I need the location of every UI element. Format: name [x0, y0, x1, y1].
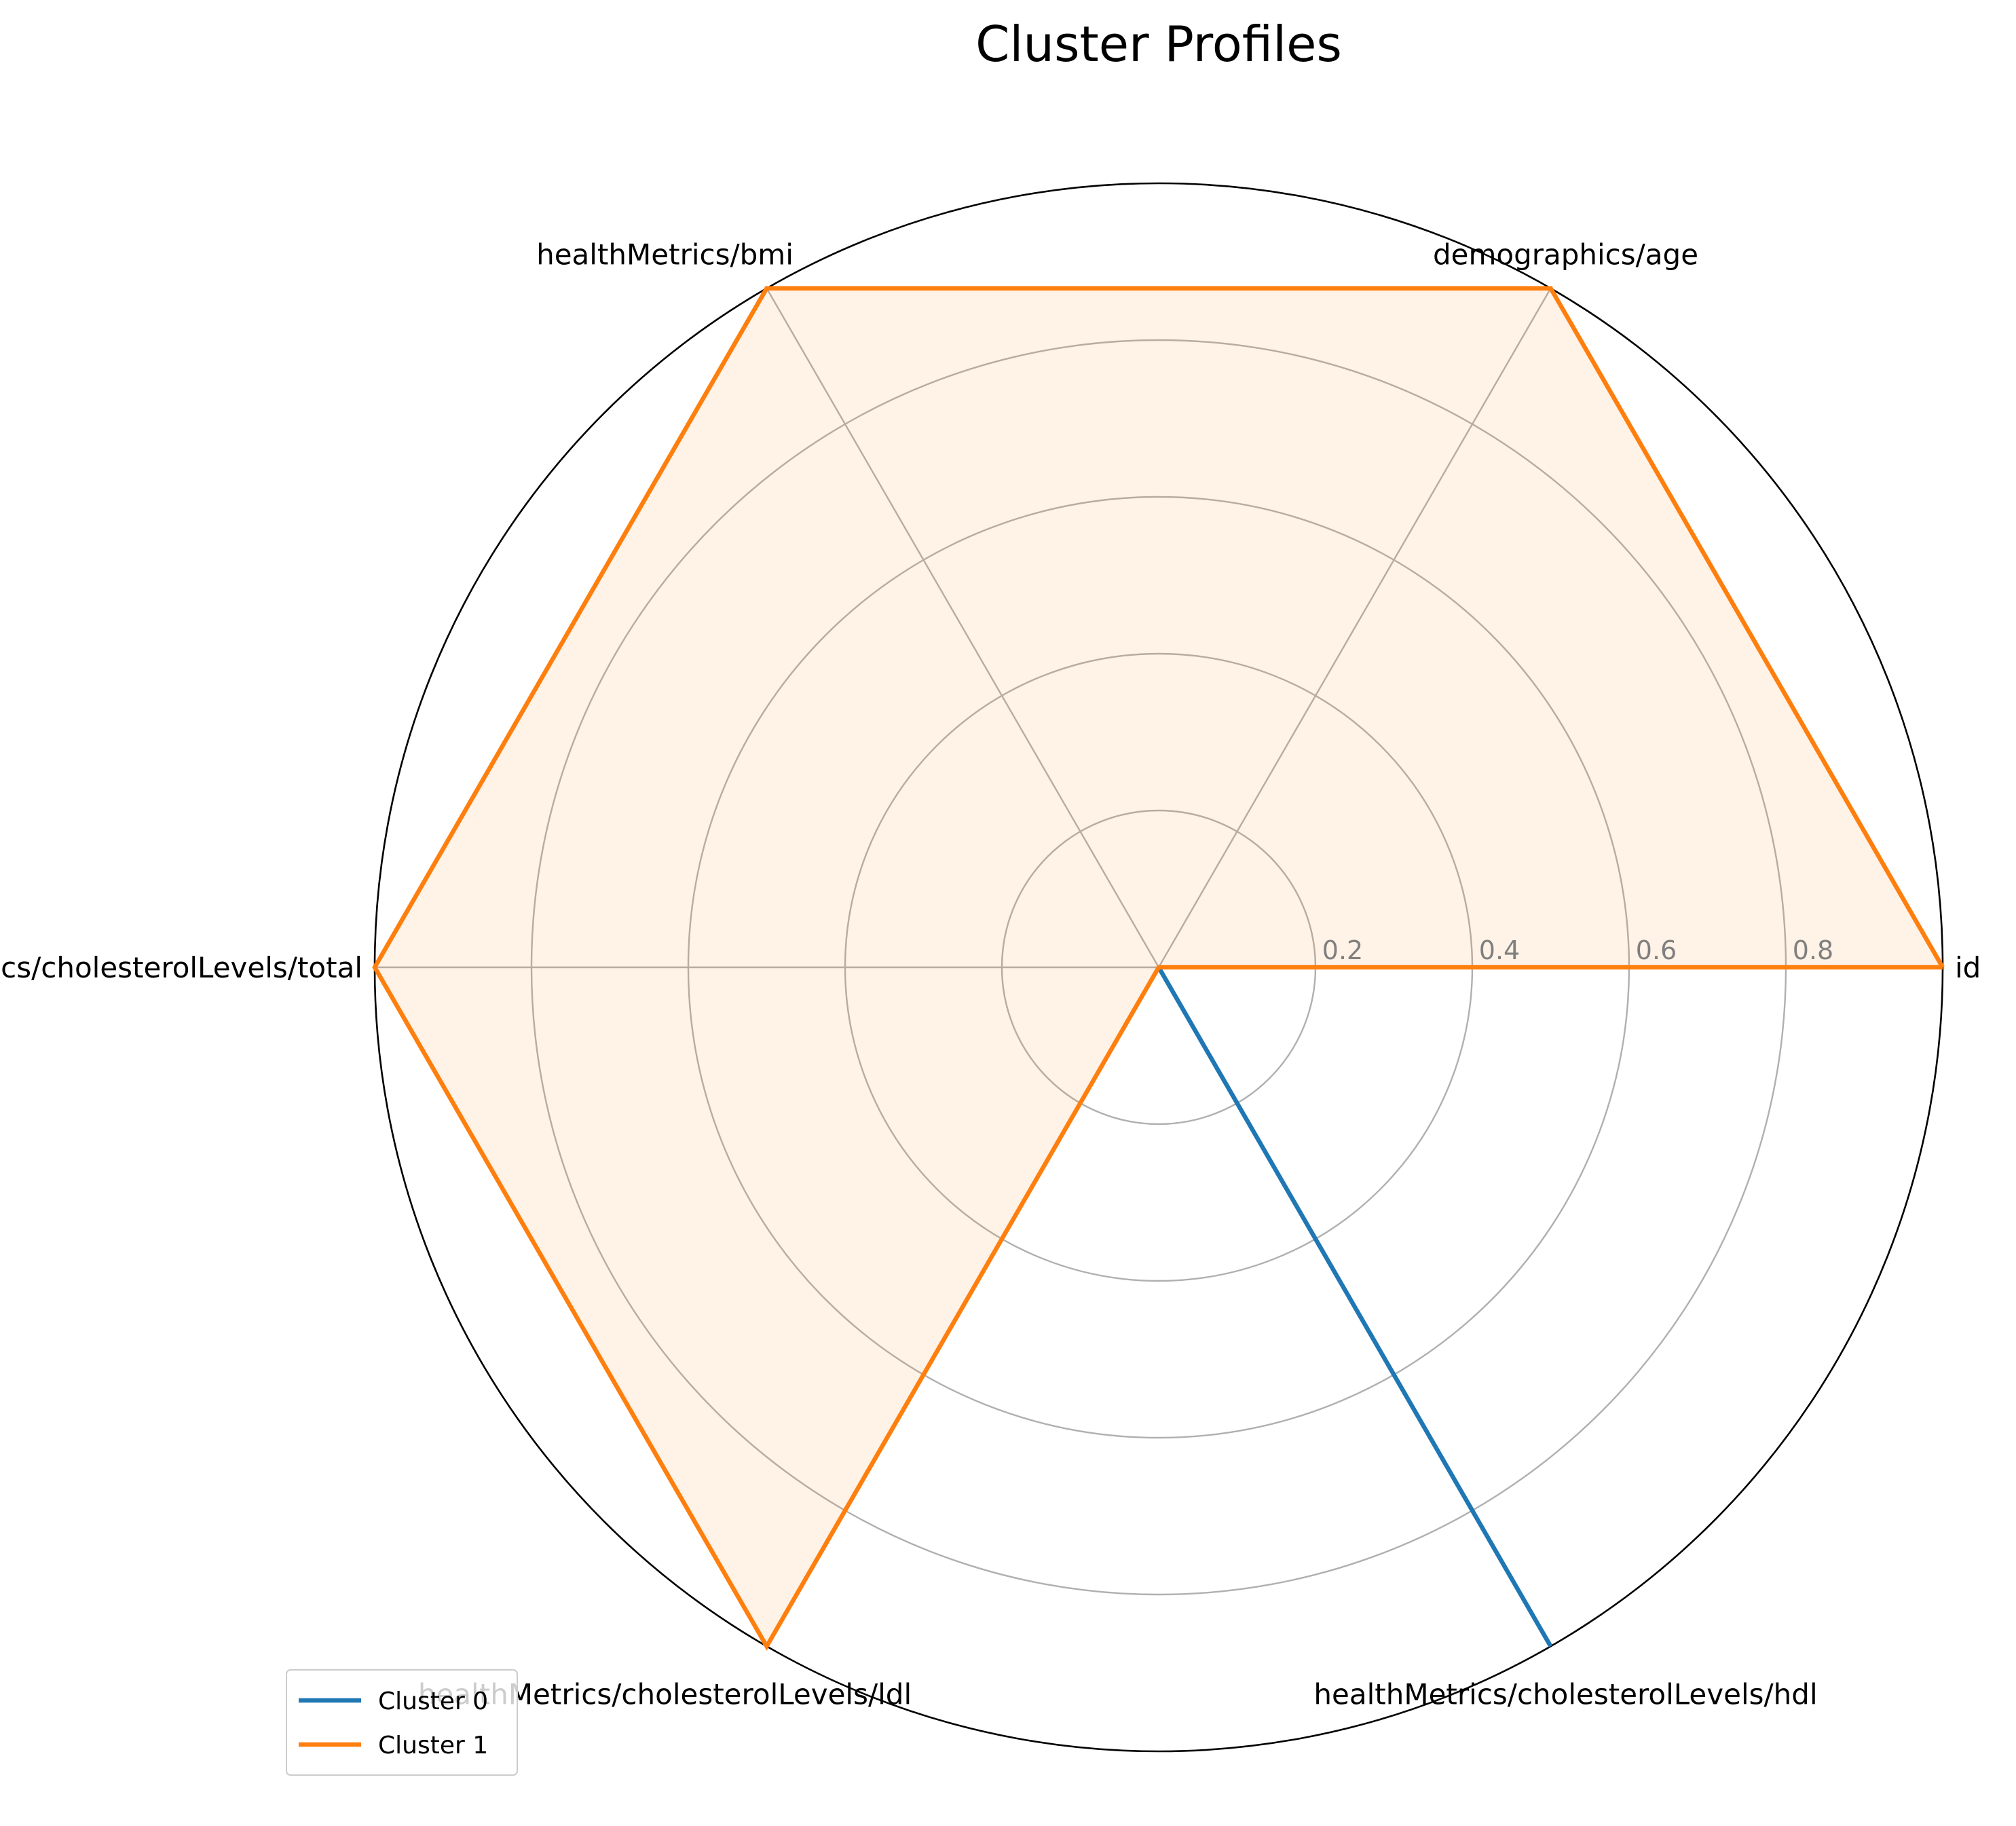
r-tick-label: 0.4: [1479, 935, 1520, 965]
r-tick-label: 0.6: [1636, 935, 1677, 965]
legend-box: [286, 1669, 518, 1776]
chart-title: Cluster Profiles: [975, 16, 1342, 73]
r-tick-label: 0.2: [1322, 935, 1363, 965]
axis-label: healthMetrics/cholesterolLevels/total: [0, 951, 362, 984]
r-tick-label: 0.8: [1793, 935, 1833, 965]
axis-label: id: [1955, 951, 1981, 984]
radial-spoke: [766, 288, 1160, 968]
series-layer: [372, 286, 1945, 1651]
legend-label: Cluster 1: [378, 1732, 488, 1759]
radial-spoke: [1157, 288, 1552, 968]
axis-label: healthMetrics/cholesterolLevels/hdl: [1313, 1677, 1817, 1711]
series-line-cluster-0: [1157, 966, 1553, 1647]
legend-label: Cluster 0: [378, 1688, 488, 1715]
axis-label: demographics/age: [1433, 238, 1698, 272]
legend: Cluster 0 Cluster 1: [286, 1669, 518, 1776]
axis-label: healthMetrics/bmi: [536, 238, 794, 272]
series-line-cluster-1: [372, 286, 1945, 1651]
tick-layer: 0.2 0.4 0.6 0.8: [1322, 935, 1833, 965]
